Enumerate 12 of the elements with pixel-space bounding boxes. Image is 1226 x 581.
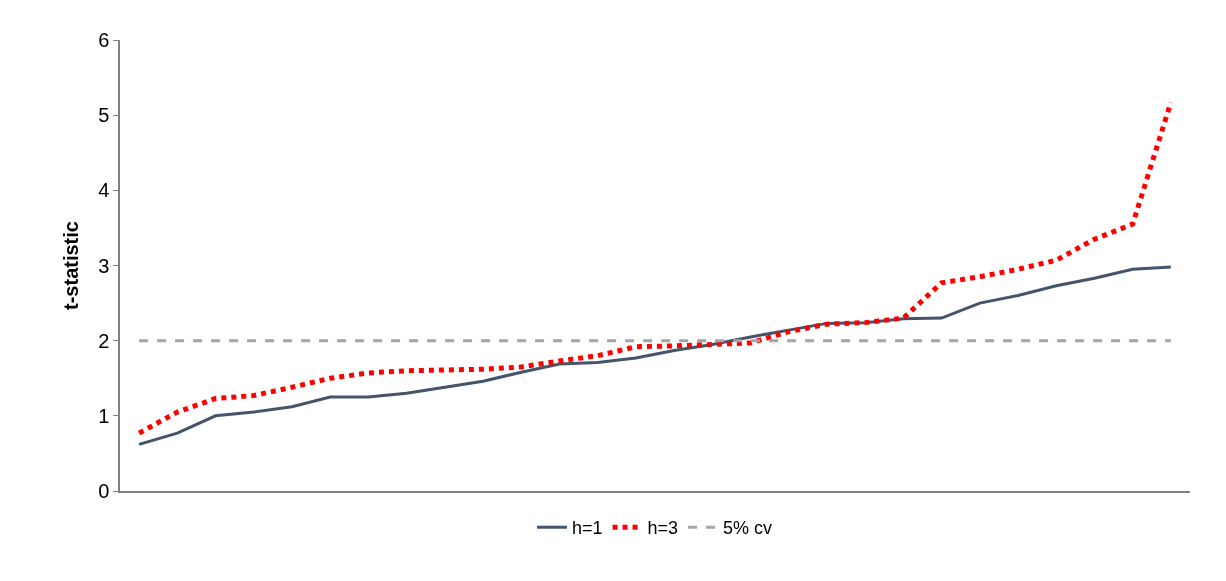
y-tick-label: 6: [98, 29, 110, 51]
legend-label: h=1: [572, 518, 603, 539]
y-tick-label: 2: [98, 329, 110, 352]
legend-label: h=3: [647, 518, 679, 539]
y-tick-label: 1: [98, 404, 110, 427]
y-tick-label: 0: [98, 480, 110, 502]
y-tick-label: 5: [98, 104, 110, 127]
y-tick-label: 3: [98, 254, 110, 277]
y-tick-label: 4: [98, 179, 110, 202]
y-axis-title: t-statistic: [60, 221, 83, 310]
line-series: [137, 265, 1173, 446]
legend-label: 5% cv: [723, 518, 773, 539]
